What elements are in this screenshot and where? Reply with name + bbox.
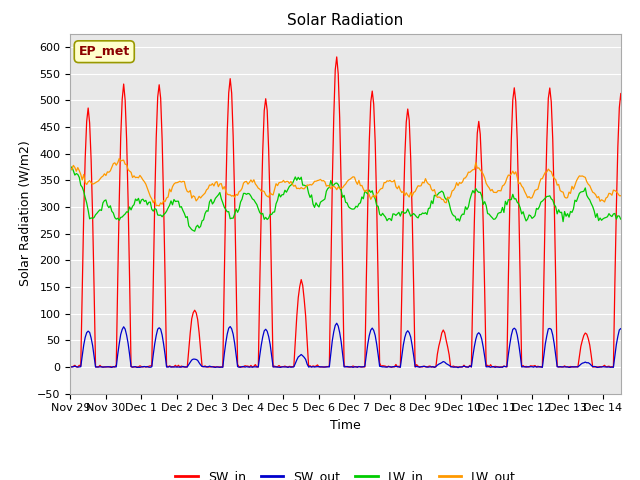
LW_in <box>87 215 95 221</box>
SW_in <box>632 364 639 370</box>
SW_out <box>360 364 367 370</box>
Line: LW_in: LW_in <box>70 167 637 231</box>
SW_out <box>632 364 639 370</box>
Line: SW_in: SW_in <box>70 57 637 367</box>
SW_out <box>454 365 462 371</box>
Line: SW_out: SW_out <box>70 323 637 368</box>
LW_out <box>632 199 639 204</box>
SW_in <box>87 156 95 162</box>
LW_out <box>474 165 481 171</box>
SW_out <box>558 364 566 370</box>
SW_in <box>105 364 113 370</box>
LW_out <box>156 203 163 209</box>
LW_out <box>115 156 123 161</box>
SW_in <box>474 130 481 136</box>
SW_in <box>333 54 340 60</box>
SW_in <box>67 363 74 369</box>
LW_out <box>361 189 369 194</box>
LW_in <box>632 219 639 225</box>
LW_in <box>68 164 76 170</box>
SW_in <box>558 364 566 370</box>
Text: EP_met: EP_met <box>79 45 130 58</box>
SW_out <box>333 320 340 326</box>
LW_in <box>474 188 481 194</box>
LW_in <box>558 209 566 215</box>
Line: LW_out: LW_out <box>70 158 637 206</box>
SW_out <box>474 331 481 337</box>
LW_out <box>67 165 74 171</box>
LW_in <box>633 222 640 228</box>
Title: Solar Radiation: Solar Radiation <box>287 13 404 28</box>
SW_in <box>361 364 369 370</box>
SW_in <box>68 364 76 370</box>
SW_out <box>633 363 640 369</box>
LW_in <box>361 188 369 194</box>
Y-axis label: Solar Radiation (W/m2): Solar Radiation (W/m2) <box>19 141 32 287</box>
SW_in <box>633 364 640 370</box>
LW_in <box>191 228 198 234</box>
X-axis label: Time: Time <box>330 419 361 432</box>
LW_out <box>558 189 566 194</box>
LW_in <box>105 205 113 211</box>
Legend: SW_in, SW_out, LW_in, LW_out: SW_in, SW_out, LW_in, LW_out <box>170 465 521 480</box>
LW_out <box>633 200 640 206</box>
LW_in <box>67 168 74 174</box>
SW_out <box>86 330 93 336</box>
SW_out <box>104 364 111 370</box>
SW_out <box>67 364 74 370</box>
LW_out <box>86 178 93 183</box>
LW_out <box>104 169 111 175</box>
